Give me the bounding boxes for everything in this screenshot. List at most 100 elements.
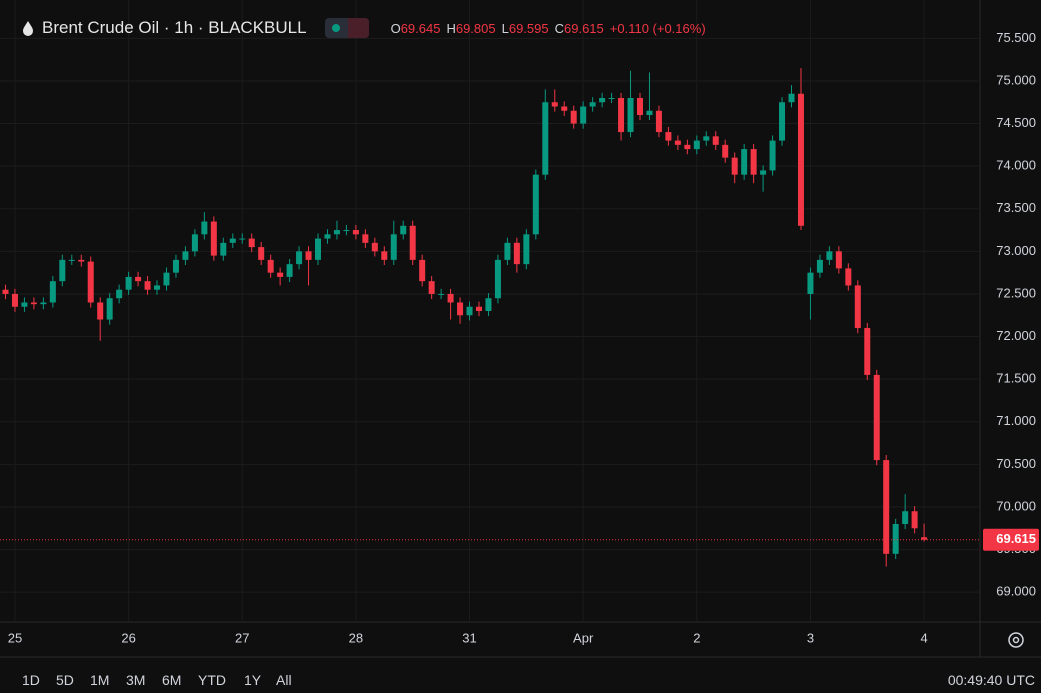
candle-body	[532, 174, 539, 235]
candle-body	[447, 293, 454, 303]
x-tick-label: 4	[920, 630, 927, 645]
toolbar: 00:49:40 UTC 1D 5D 1M 3M 6M YTD 1Y All	[0, 668, 1041, 693]
candle-body	[220, 242, 227, 256]
candle-body	[258, 247, 265, 260]
candle-body	[608, 97, 615, 99]
candle-body	[807, 272, 814, 294]
range-button[interactable]: 1M	[90, 672, 110, 688]
candle-body	[135, 276, 142, 282]
settings-icon[interactable]	[1008, 632, 1024, 648]
candle-body	[125, 276, 132, 290]
ohlc-label: O	[390, 20, 401, 36]
range-button[interactable]: 1Y	[244, 672, 262, 688]
candle-body	[333, 230, 340, 235]
candle-body	[902, 511, 909, 525]
ohlc-label: H	[446, 20, 456, 36]
candle-body	[352, 230, 359, 235]
candle-body	[542, 102, 549, 175]
y-tick-label: 74.000	[996, 158, 1036, 173]
range-button[interactable]: 3M	[126, 672, 146, 688]
candle-body	[589, 102, 596, 107]
candle-body	[182, 251, 189, 260]
indicator-pill[interactable]	[324, 18, 369, 38]
candle-body	[116, 289, 123, 299]
candle-body	[201, 221, 208, 235]
candle-body	[248, 238, 255, 248]
candle-body	[277, 272, 284, 277]
candle-body	[419, 259, 426, 282]
range-button[interactable]: YTD	[198, 672, 226, 688]
candle-body	[551, 102, 558, 107]
candle-body	[570, 110, 577, 124]
candle-body	[343, 230, 350, 232]
candle-body	[362, 234, 369, 243]
ohlc-value: 69.595	[508, 20, 549, 36]
candle-body	[2, 289, 9, 294]
candle-body	[760, 170, 767, 175]
candle-body	[296, 251, 303, 265]
candle-body	[636, 97, 643, 116]
candle-body	[305, 251, 312, 260]
candle-body	[797, 93, 804, 226]
candle-body	[49, 281, 56, 303]
candle-body	[286, 264, 293, 277]
candle-body	[172, 259, 179, 273]
candle-body	[210, 221, 217, 256]
candle-body	[741, 149, 748, 175]
candle-body	[485, 298, 492, 311]
ohlc-label: C	[554, 20, 564, 36]
drop-icon	[23, 21, 33, 36]
candle-body	[618, 97, 625, 133]
y-tick-label: 71.000	[996, 413, 1036, 428]
x-tick-label: 26	[121, 630, 135, 645]
x-tick-label: Apr	[573, 630, 594, 645]
candle-body	[703, 136, 710, 141]
candle-body	[11, 293, 18, 307]
candle-body	[68, 259, 75, 261]
candle-body	[191, 234, 198, 252]
y-tick-label: 72.000	[996, 328, 1036, 343]
range-button[interactable]: 6M	[162, 672, 182, 688]
y-tick-label: 71.500	[996, 371, 1036, 386]
range-button[interactable]: 5D	[56, 672, 74, 688]
candle-body	[911, 511, 918, 529]
settings-icon	[1012, 636, 1020, 644]
candle-body	[390, 234, 397, 260]
candle-body	[239, 238, 246, 240]
candle-body	[438, 293, 445, 295]
range-button[interactable]: All	[276, 672, 292, 688]
ohlc-value: 69.645	[400, 20, 441, 36]
candle-body	[457, 302, 464, 316]
candle-body	[163, 272, 170, 286]
y-tick-label: 70.000	[996, 498, 1036, 513]
candle-body	[504, 242, 511, 260]
candle-body	[627, 97, 634, 133]
candle-body	[599, 97, 606, 103]
change-label: +0.110 (+0.16%)	[609, 20, 706, 36]
candle-body	[921, 537, 928, 540]
candle-body	[873, 374, 880, 461]
x-tick-label: 2	[693, 630, 700, 645]
candle-body	[315, 238, 322, 260]
candle-body	[106, 298, 113, 320]
candle-body	[674, 140, 681, 145]
ohlc-value: 69.615	[564, 20, 604, 36]
clock: 00:49:40 UTC	[947, 672, 1035, 688]
candle-body	[779, 102, 786, 141]
candle-body	[144, 281, 151, 290]
last-price-label: 69.615	[996, 531, 1036, 546]
candle-body	[476, 306, 482, 311]
candle-body	[864, 328, 871, 375]
x-tick-label: 27	[235, 630, 249, 645]
y-tick-label: 72.500	[996, 285, 1036, 300]
range-button[interactable]: 1D	[22, 672, 40, 688]
candle-body	[826, 251, 833, 260]
y-tick-label: 74.500	[996, 115, 1036, 130]
candle-body	[655, 110, 662, 133]
candle-body	[371, 242, 378, 252]
candle-body	[684, 144, 691, 150]
y-tick-label: 73.000	[996, 243, 1036, 258]
